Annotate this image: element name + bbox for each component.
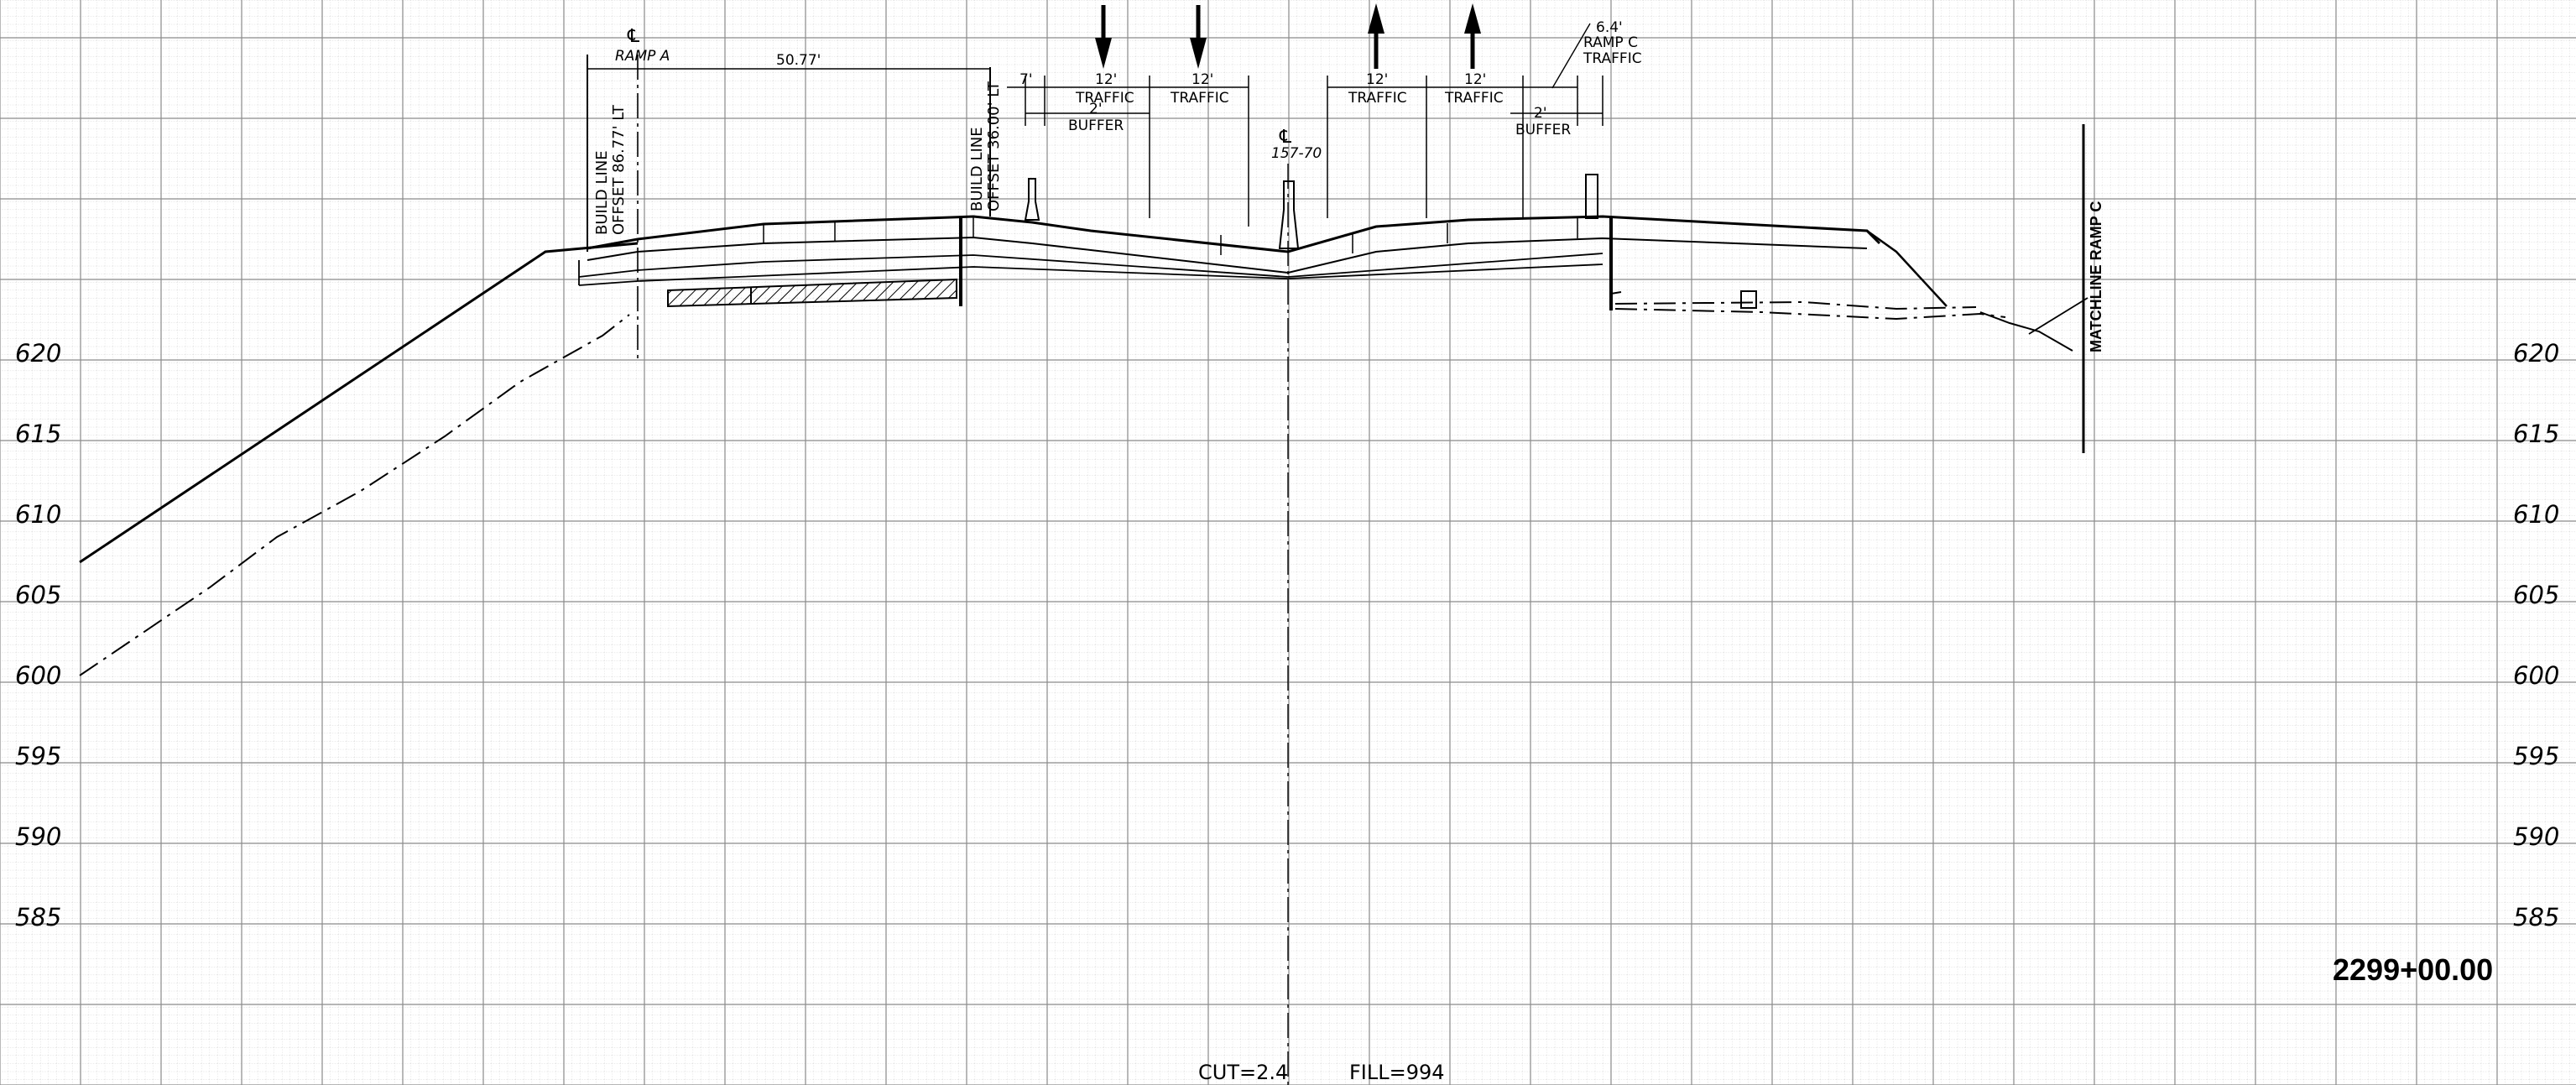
elevation-label: 615 <box>15 420 61 448</box>
traffic-arrow-up-1 <box>1368 3 1384 69</box>
elevation-label: 590 <box>2513 822 2559 851</box>
lane-1-label: TRAFFIC <box>1075 90 1134 107</box>
ramp-c-tie <box>1979 311 2073 352</box>
slab-block-right <box>1740 290 1757 309</box>
traffic-arrow-down-1 <box>1095 5 1112 69</box>
elevation-label: 585 <box>2513 903 2559 931</box>
hatched-slab <box>667 278 957 308</box>
buffer-right-width: 2' <box>1534 105 1547 122</box>
elevation-label: 605 <box>2513 581 2559 609</box>
wall-base-right <box>1610 291 1622 295</box>
station-label: 2299+00.00 <box>2333 952 2493 987</box>
existing-ground-right-lower <box>1614 300 1977 310</box>
traffic-arrow-down-2 <box>1190 5 1207 69</box>
buffer-right-label: BUFFER <box>1515 122 1571 138</box>
build-line-mid-label: BUILD LINE <box>968 127 986 211</box>
barrier-left <box>1024 178 1040 221</box>
barrier-right <box>1585 174 1598 219</box>
elevation-label: 595 <box>15 742 61 770</box>
dim-ticks <box>1025 76 1603 227</box>
elevation-label: 615 <box>2513 420 2559 448</box>
lane-joints <box>763 216 1578 255</box>
elevation-labels-left: 620 615 610 605 600 595 590 585 <box>15 339 61 931</box>
build-line-left-label: BUILD LINE <box>593 150 611 235</box>
fill-label: FILL=994 <box>1349 1061 1445 1084</box>
elevation-label: 595 <box>2513 742 2559 770</box>
elevation-label: 585 <box>15 903 61 931</box>
elevation-label: 620 <box>15 339 61 368</box>
elevation-label: 620 <box>2513 339 2559 368</box>
cut-label: CUT=2.4 <box>1198 1061 1288 1084</box>
subbase-line <box>578 253 1603 278</box>
lane-3-label: TRAFFIC <box>1348 90 1407 107</box>
buffer-left-label: BUFFER <box>1068 117 1124 134</box>
center-station: 157-70 <box>1271 145 1322 162</box>
elevation-label: 590 <box>15 822 61 851</box>
lane-4-label: TRAFFIC <box>1444 90 1504 107</box>
offset-dimension: 50.77' <box>776 52 821 69</box>
existing-ground-right <box>1614 308 2006 321</box>
ramp-c-width: 6.4' <box>1596 19 1623 36</box>
existing-ground-line <box>79 314 630 676</box>
build-line-left-offset: OFFSET 86.77' LT <box>610 104 628 235</box>
pavement-top <box>587 215 1881 253</box>
build-line-mid-offset: OFFSET 36.00' LT <box>985 81 1003 211</box>
elevation-label: 600 <box>15 661 61 690</box>
tie-in-leader <box>2028 297 2088 335</box>
center-centerline-symbol: ℄ <box>1279 127 1292 148</box>
fill-slope-left <box>79 242 639 564</box>
lane-2-width: 12' <box>1192 71 1213 88</box>
traffic-arrow-up-2 <box>1464 3 1481 69</box>
elevation-label: 610 <box>2513 500 2559 529</box>
elevation-label: 605 <box>15 581 61 609</box>
buffer-left-width: 2' <box>1089 101 1103 117</box>
elevation-labels-right: 620 615 610 605 600 595 590 585 <box>2513 339 2559 931</box>
subbase-line-lower <box>578 263 1603 286</box>
ramp-c-traffic-label: TRAFFIC <box>1583 50 1642 67</box>
fill-slope-right <box>1866 229 1948 307</box>
lane-3-width: 12' <box>1366 71 1388 88</box>
barrier-median <box>1278 180 1300 249</box>
lane-1-width: 12' <box>1095 71 1117 88</box>
ramp-a-label: RAMP A <box>615 48 670 65</box>
elevation-label: 600 <box>2513 661 2559 690</box>
shoulder-width: 7' <box>1019 71 1033 88</box>
ramp-a-centerline-symbol: ℄ <box>627 26 640 47</box>
lane-2-label: TRAFFIC <box>1170 90 1229 107</box>
matchline-label: MATCHLINE RAMP C <box>2088 201 2104 352</box>
ramp-c-leader <box>1551 23 1591 89</box>
elevation-label: 610 <box>15 500 61 529</box>
lane-4-width: 12' <box>1464 71 1486 88</box>
pavement-bottom <box>587 236 1868 274</box>
ramp-c-label: RAMP C <box>1583 34 1638 51</box>
